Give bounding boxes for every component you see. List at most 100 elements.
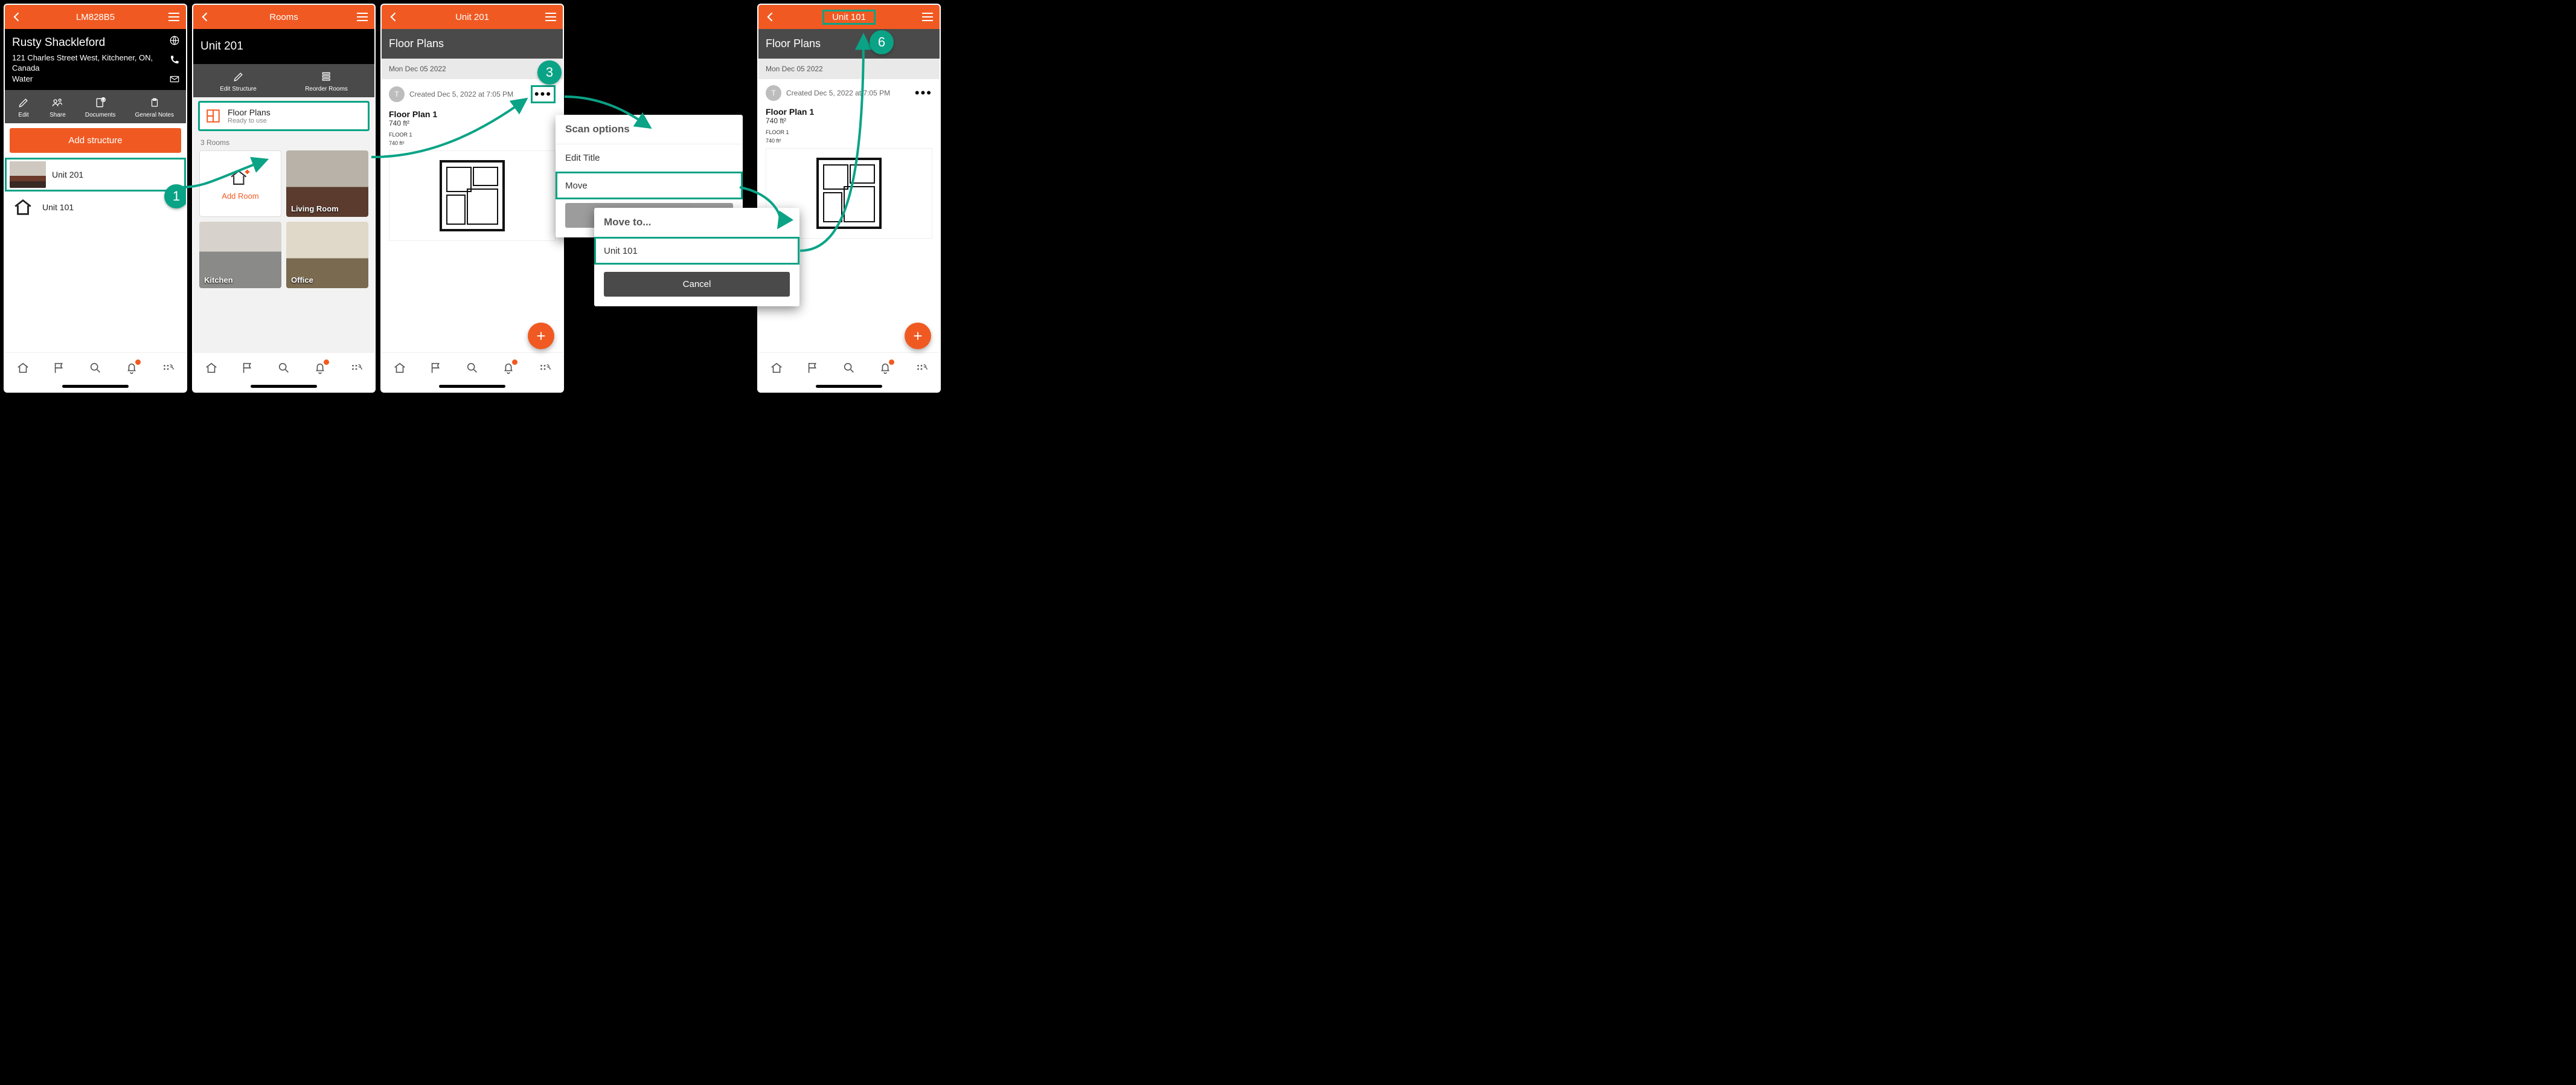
customer-name: Rusty Shackleford bbox=[12, 35, 179, 51]
header-title: Unit 101 bbox=[822, 10, 876, 25]
nav-home-icon[interactable] bbox=[205, 361, 218, 375]
section-header: Floor Plans bbox=[382, 29, 563, 59]
back-icon[interactable] bbox=[386, 10, 401, 24]
documents-action[interactable]: 0Documents bbox=[85, 96, 116, 118]
header: Rooms bbox=[193, 5, 374, 29]
edit-title-option[interactable]: Edit Title bbox=[556, 144, 743, 172]
notes-action[interactable]: General Notes bbox=[135, 96, 173, 118]
unit-label: Unit 201 bbox=[52, 170, 83, 179]
bottom-nav bbox=[758, 352, 940, 382]
edit-structure-action[interactable]: Edit Structure bbox=[220, 70, 257, 92]
nav-bell-icon[interactable] bbox=[313, 361, 327, 375]
nav-more-icon[interactable] bbox=[538, 361, 551, 375]
reorder-rooms-action[interactable]: Reorder Rooms bbox=[305, 70, 348, 92]
floorplan-icon bbox=[205, 108, 222, 124]
globe-icon[interactable] bbox=[169, 35, 180, 46]
header-title: Unit 201 bbox=[401, 12, 543, 22]
customer-block: Rusty Shackleford 121 Charles Street Wes… bbox=[5, 29, 186, 90]
nav-flag-icon[interactable] bbox=[53, 361, 66, 375]
step-badge-1: 1 bbox=[164, 184, 186, 208]
step-badge-3: 3 bbox=[537, 60, 562, 85]
hamburger-icon[interactable] bbox=[543, 10, 558, 24]
bottom-nav bbox=[193, 352, 374, 382]
nav-home-icon[interactable] bbox=[770, 361, 783, 375]
add-fab[interactable]: + bbox=[905, 323, 931, 349]
date-bar: Mon Dec 05 2022 bbox=[382, 59, 563, 79]
nav-bell-icon[interactable] bbox=[879, 361, 892, 375]
phone-icon[interactable] bbox=[169, 54, 180, 65]
fp-area: 740 ft² bbox=[758, 117, 940, 129]
back-icon[interactable] bbox=[198, 10, 213, 24]
back-icon[interactable] bbox=[763, 10, 778, 24]
dialog-title: Scan options bbox=[556, 115, 743, 144]
nav-search-icon[interactable] bbox=[89, 361, 102, 375]
date-bar: Mon Dec 05 2022 bbox=[758, 59, 940, 79]
nav-search-icon[interactable] bbox=[277, 361, 290, 375]
fp-floor-area: 740 ft² bbox=[758, 137, 940, 146]
home-indicator bbox=[62, 385, 129, 388]
nav-search-icon[interactable] bbox=[842, 361, 856, 375]
meta-row: T Created Dec 5, 2022 at 7:05 PM ••• bbox=[382, 79, 563, 109]
nav-bell-icon[interactable] bbox=[125, 361, 138, 375]
created-label: Created Dec 5, 2022 at 7:05 PM bbox=[409, 90, 513, 98]
floor-plans-row[interactable]: Floor Plans Ready to use 2 bbox=[198, 101, 370, 131]
hamburger-icon[interactable] bbox=[920, 10, 935, 24]
room-card-kitchen[interactable]: Kitchen bbox=[199, 222, 281, 288]
bottom-nav bbox=[382, 352, 563, 382]
hamburger-icon[interactable] bbox=[167, 10, 181, 24]
fp-row-title: Floor Plans bbox=[228, 108, 271, 117]
meta-row: T Created Dec 5, 2022 at 7:05 PM ••• bbox=[758, 79, 940, 107]
share-action[interactable]: Share bbox=[50, 96, 66, 118]
move-to-dialog: Move to... Unit 101 Cancel bbox=[594, 208, 799, 306]
home-indicator bbox=[251, 385, 317, 388]
back-icon[interactable] bbox=[10, 10, 24, 24]
action-row: Edit Share 0Documents General Notes bbox=[5, 90, 186, 123]
unit-101-option[interactable]: Unit 101 bbox=[594, 237, 799, 265]
avatar-icon: T bbox=[389, 86, 405, 102]
house-icon bbox=[10, 195, 36, 219]
job-tag: Water bbox=[12, 74, 179, 85]
nav-flag-icon[interactable] bbox=[806, 361, 819, 375]
add-fab[interactable]: + bbox=[528, 323, 554, 349]
nav-flag-icon[interactable] bbox=[241, 361, 254, 375]
home-indicator bbox=[816, 385, 882, 388]
edit-action[interactable]: Edit bbox=[17, 96, 30, 118]
nav-more-icon[interactable] bbox=[350, 361, 363, 375]
created-label: Created Dec 5, 2022 at 7:05 PM bbox=[786, 89, 890, 97]
add-room-card[interactable]: Add Room bbox=[199, 150, 281, 217]
svg-text:0: 0 bbox=[103, 98, 104, 102]
floorplan-image[interactable] bbox=[389, 150, 556, 241]
nav-home-icon[interactable] bbox=[16, 361, 30, 375]
fp-title: Floor Plan 1 bbox=[758, 107, 940, 117]
screen-floorplans-201: Unit 201 Floor Plans Mon Dec 05 2022 T C… bbox=[382, 5, 563, 391]
nav-search-icon[interactable] bbox=[466, 361, 479, 375]
fp-floor-label: FLOOR 1 bbox=[758, 129, 940, 137]
unit-label: Unit 101 bbox=[42, 202, 74, 212]
mail-icon[interactable] bbox=[169, 74, 180, 85]
cancel-button[interactable]: Cancel bbox=[604, 272, 790, 297]
room-card-office[interactable]: Office bbox=[286, 222, 368, 288]
room-card-living[interactable]: Living Room bbox=[286, 150, 368, 217]
unit-row-201[interactable]: Unit 201 1 bbox=[5, 158, 186, 192]
add-structure-button[interactable]: Add structure bbox=[10, 128, 181, 153]
nav-flag-icon[interactable] bbox=[429, 361, 443, 375]
nav-home-icon[interactable] bbox=[393, 361, 406, 375]
header: Unit 101 bbox=[758, 5, 940, 29]
screen-floorplans-101: Unit 101 Floor Plans Mon Dec 05 2022 T C… bbox=[758, 5, 940, 391]
nav-bell-icon[interactable] bbox=[502, 361, 515, 375]
header: Unit 201 bbox=[382, 5, 563, 29]
room-grid: Add Room Living Room Kitchen Office bbox=[193, 150, 374, 288]
room-count: 3 Rooms bbox=[193, 135, 374, 150]
bottom-nav bbox=[5, 352, 186, 382]
more-icon[interactable]: ••• bbox=[915, 85, 932, 101]
hamburger-icon[interactable] bbox=[355, 10, 370, 24]
nav-more-icon[interactable] bbox=[161, 361, 175, 375]
unit-row-101[interactable]: Unit 101 bbox=[5, 192, 186, 223]
dialog-title: Move to... bbox=[594, 208, 799, 237]
avatar-icon: T bbox=[766, 85, 781, 101]
section-header: Floor Plans bbox=[758, 29, 940, 59]
more-icon[interactable]: ••• bbox=[531, 85, 556, 103]
nav-more-icon[interactable] bbox=[915, 361, 928, 375]
move-option[interactable]: Move bbox=[556, 172, 743, 199]
screen-rooms: Rooms Unit 201 Edit Structure Reorder Ro… bbox=[193, 5, 374, 391]
